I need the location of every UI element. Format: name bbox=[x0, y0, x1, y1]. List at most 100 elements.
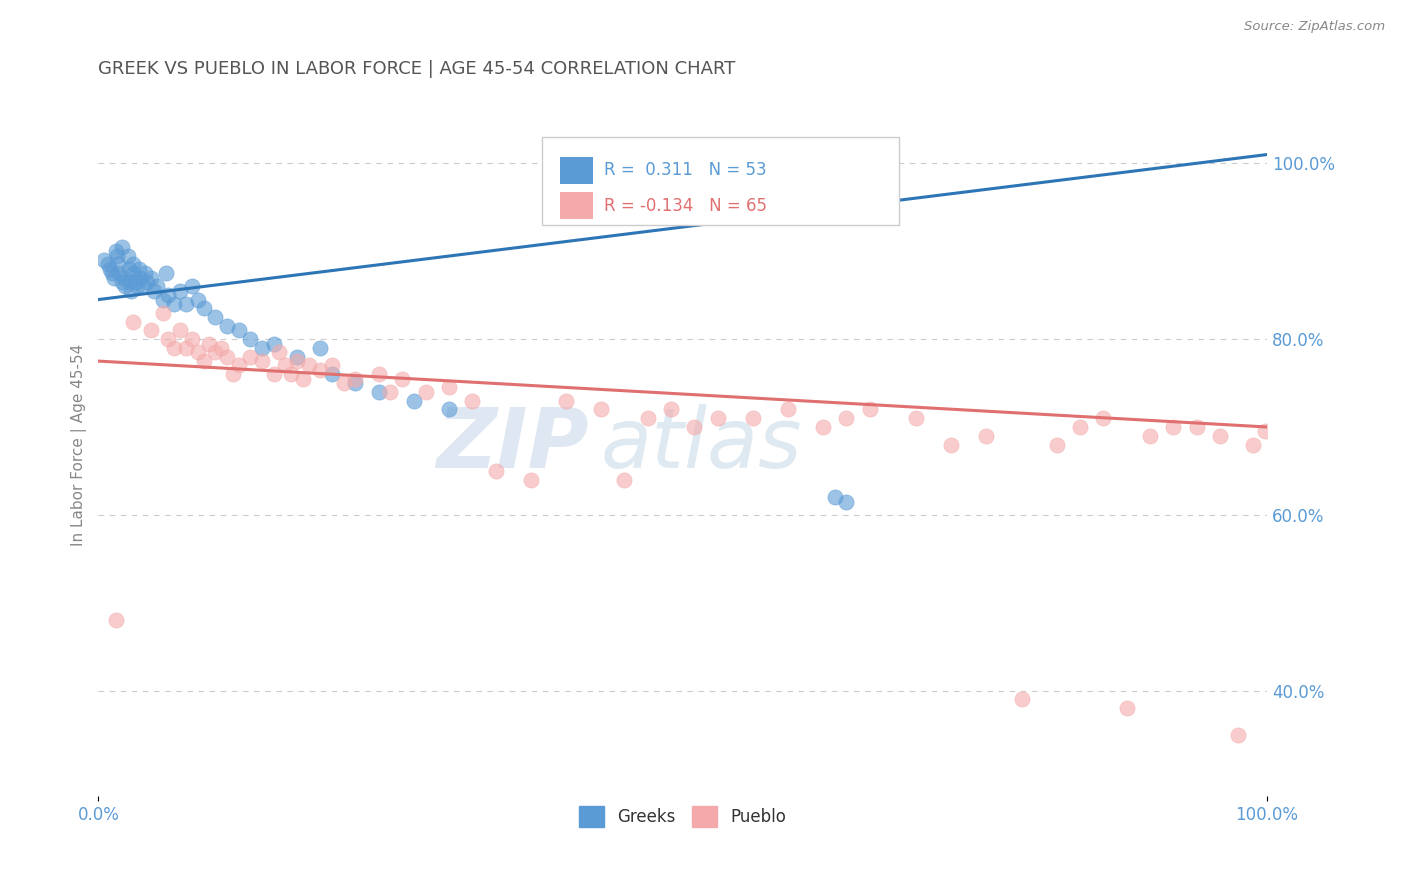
Point bbox=[298, 359, 321, 373]
Point bbox=[309, 341, 332, 355]
Point bbox=[280, 368, 302, 382]
Point bbox=[103, 270, 125, 285]
Point bbox=[554, 393, 576, 408]
Point bbox=[132, 279, 155, 293]
Point bbox=[285, 350, 308, 364]
Point bbox=[250, 341, 273, 355]
Point bbox=[134, 266, 156, 280]
Point bbox=[1115, 701, 1137, 715]
Point bbox=[835, 411, 858, 425]
Point bbox=[285, 354, 308, 368]
Point bbox=[637, 411, 659, 425]
Point bbox=[380, 384, 402, 399]
Point bbox=[811, 420, 834, 434]
Text: Source: ZipAtlas.com: Source: ZipAtlas.com bbox=[1244, 20, 1385, 33]
Point bbox=[905, 411, 928, 425]
Point bbox=[180, 279, 202, 293]
Legend: Greeks, Pueblo: Greeks, Pueblo bbox=[572, 800, 793, 833]
Point bbox=[835, 494, 858, 508]
Point bbox=[1163, 420, 1185, 434]
Point bbox=[461, 393, 484, 408]
Point bbox=[263, 336, 285, 351]
Point bbox=[136, 275, 159, 289]
Point bbox=[824, 491, 846, 505]
Point bbox=[519, 473, 541, 487]
Point bbox=[169, 323, 191, 337]
FancyBboxPatch shape bbox=[543, 137, 898, 225]
Point bbox=[93, 252, 115, 267]
Text: GREEK VS PUEBLO IN LABOR FORCE | AGE 45-54 CORRELATION CHART: GREEK VS PUEBLO IN LABOR FORCE | AGE 45-… bbox=[98, 60, 735, 78]
Point bbox=[291, 372, 314, 386]
Point bbox=[129, 270, 152, 285]
Point bbox=[332, 376, 354, 390]
Point bbox=[157, 332, 180, 346]
Point bbox=[239, 332, 262, 346]
Y-axis label: In Labor Force | Age 45-54: In Labor Force | Age 45-54 bbox=[72, 343, 87, 546]
Point bbox=[776, 402, 799, 417]
Point bbox=[858, 402, 880, 417]
Point bbox=[1011, 692, 1033, 706]
Point bbox=[118, 261, 141, 276]
Point bbox=[274, 359, 297, 373]
Point bbox=[1253, 425, 1275, 439]
Point bbox=[344, 376, 367, 390]
Point bbox=[437, 380, 460, 394]
Point bbox=[107, 257, 129, 271]
Point bbox=[101, 266, 124, 280]
Point bbox=[152, 306, 174, 320]
Point bbox=[209, 341, 232, 355]
Point bbox=[589, 402, 612, 417]
Point bbox=[169, 284, 191, 298]
Point bbox=[163, 341, 186, 355]
Point bbox=[215, 350, 238, 364]
Point bbox=[187, 345, 209, 359]
Point bbox=[437, 402, 460, 417]
Point bbox=[120, 284, 142, 298]
Point bbox=[174, 297, 197, 311]
Point bbox=[204, 345, 226, 359]
Point bbox=[122, 314, 145, 328]
Point bbox=[976, 429, 998, 443]
Point bbox=[118, 275, 141, 289]
Point bbox=[250, 354, 273, 368]
Point bbox=[741, 411, 763, 425]
Point bbox=[215, 318, 238, 333]
Point bbox=[122, 257, 145, 271]
Point bbox=[143, 284, 166, 298]
Point bbox=[683, 420, 706, 434]
Point bbox=[1226, 728, 1249, 742]
Point bbox=[122, 266, 145, 280]
Point bbox=[269, 345, 291, 359]
Point bbox=[97, 257, 120, 271]
Point bbox=[228, 323, 250, 337]
FancyBboxPatch shape bbox=[560, 157, 593, 184]
Point bbox=[613, 473, 636, 487]
Point bbox=[706, 411, 728, 425]
Point bbox=[152, 293, 174, 307]
Point bbox=[485, 464, 508, 478]
Point bbox=[111, 275, 134, 289]
Point bbox=[344, 372, 367, 386]
Point bbox=[239, 350, 262, 364]
Point bbox=[1241, 437, 1264, 451]
Point bbox=[187, 293, 209, 307]
Point bbox=[1209, 429, 1232, 443]
Point bbox=[204, 310, 226, 325]
Point bbox=[180, 332, 202, 346]
Point bbox=[98, 261, 121, 276]
Point bbox=[263, 368, 285, 382]
Point bbox=[193, 354, 215, 368]
Point bbox=[1139, 429, 1161, 443]
Point bbox=[321, 368, 343, 382]
Point bbox=[193, 301, 215, 316]
Text: R = -0.134   N = 65: R = -0.134 N = 65 bbox=[605, 196, 768, 215]
Point bbox=[1069, 420, 1091, 434]
Point bbox=[139, 270, 162, 285]
Point bbox=[198, 336, 221, 351]
Point bbox=[155, 266, 177, 280]
Point bbox=[321, 359, 343, 373]
Point bbox=[402, 393, 425, 408]
Point bbox=[139, 323, 162, 337]
Point bbox=[174, 341, 197, 355]
Point bbox=[125, 279, 148, 293]
